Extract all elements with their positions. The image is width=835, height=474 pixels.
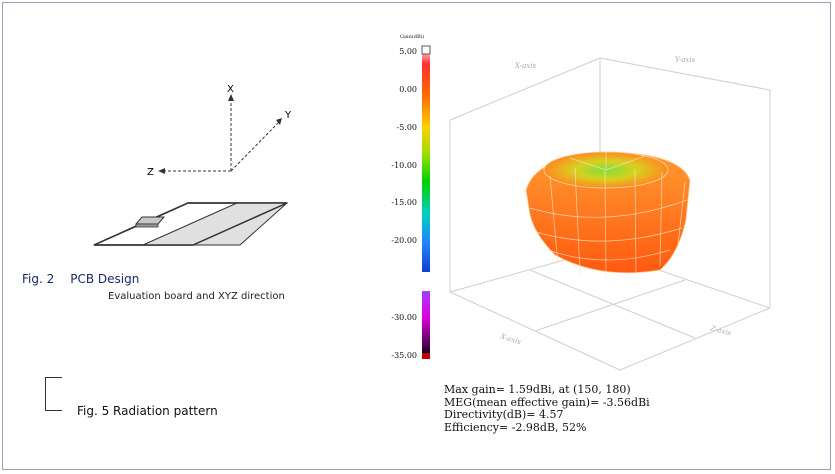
colorbar-top-cap xyxy=(421,45,431,55)
colorbar-lower xyxy=(422,291,430,355)
z-axis-bottom-label: Z-axis xyxy=(709,324,733,338)
colorbar-tick: -30.00 xyxy=(391,313,417,322)
meg-text: MEG(mean effective gain)= -3.56dBi xyxy=(444,395,650,409)
colorbar-title: Gain(dBi) xyxy=(400,34,425,40)
y-axis-arrow xyxy=(276,118,282,125)
y-axis-label: Y xyxy=(284,110,292,121)
fig2-caption: Fig. 2 PCB Design xyxy=(22,272,155,286)
pcb-diagram: X Y Z xyxy=(93,84,292,246)
x-axis-label: X xyxy=(227,84,234,95)
z-axis-arrow xyxy=(158,168,165,174)
radiation-pattern-3d: X-axis Y-axis X-axis Z-axis xyxy=(449,56,771,371)
colorbar-tick: -20.00 xyxy=(391,236,417,245)
directivity-text: Directivity(dB)= 4.57 xyxy=(444,408,564,421)
colorbar-tick: -15.00 xyxy=(391,198,417,207)
stats-block: Max gain= 1.59dBi, at (150, 180) MEG(mea… xyxy=(444,383,650,434)
pattern-mesh xyxy=(529,152,688,279)
bracket-mark xyxy=(45,377,62,411)
fig2-caption-title: PCB Design xyxy=(70,272,140,286)
max-gain-text: Max gain= 1.59dBi, at (150, 180) xyxy=(444,383,631,396)
colorbar-tick: 0.00 xyxy=(399,85,417,94)
colorbar-tick: -10.00 xyxy=(391,161,417,170)
plot-box xyxy=(449,57,771,371)
efficiency-text: Efficiency= -2.98dB, 52% xyxy=(444,420,587,434)
colorbar-upper xyxy=(422,46,430,272)
colorbar-bottom-cap xyxy=(422,353,430,359)
x-axis-arrow xyxy=(228,94,234,101)
fig2-subtitle: Evaluation board and XYZ direction xyxy=(108,291,285,302)
y-axis-line xyxy=(230,121,280,172)
colorbar-tick: 5.00 xyxy=(399,47,417,56)
colorbar-tick: -35.00 xyxy=(391,351,417,360)
colorbar-tick: -5.00 xyxy=(396,123,417,132)
pcb-chip-side xyxy=(135,223,159,228)
colorbar xyxy=(421,45,431,359)
y-axis-top-label: Y-axis xyxy=(675,56,696,64)
x-axis-bottom-label: X-axis xyxy=(498,332,522,347)
fig2-caption-number: Fig. 2 xyxy=(22,272,55,286)
x-axis-top-label: X-axis xyxy=(514,62,536,70)
fig5-caption: Fig. 5 Radiation pattern xyxy=(77,404,218,418)
z-axis-label: Z xyxy=(147,167,154,178)
